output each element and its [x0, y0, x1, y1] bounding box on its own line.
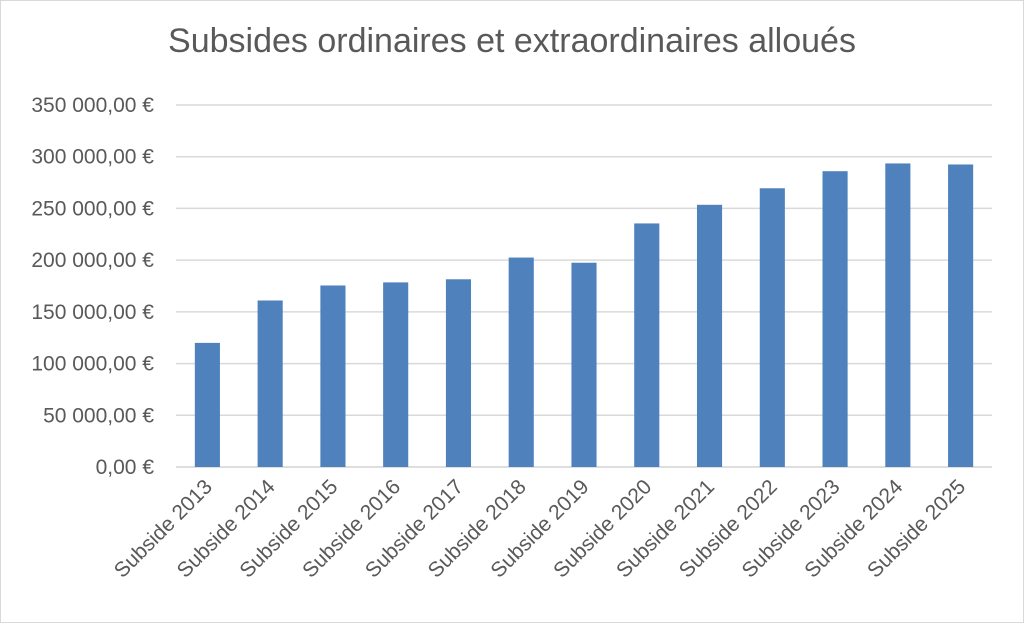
y-tick-label: 200 000,00 €: [31, 249, 154, 272]
bar: [885, 163, 911, 468]
bar: [571, 262, 597, 467]
y-tick-label: 50 000,00 €: [43, 404, 154, 427]
bar: [257, 300, 283, 467]
y-tick-label: 0,00 €: [96, 456, 155, 479]
bar: [696, 204, 723, 467]
bars: [194, 163, 974, 468]
bar: [445, 279, 472, 467]
chart-title: Subsides ordinaires et extraordinaires a…: [168, 22, 856, 60]
bar: [634, 223, 660, 467]
bar: [383, 282, 409, 467]
bar: [194, 342, 220, 467]
y-tick-label: 150 000,00 €: [31, 301, 154, 324]
bar: [320, 285, 346, 467]
bar: [948, 164, 974, 467]
y-axis-ticks: 0,00 € 50 000,00 € 100 000,00 € 150 000,00 …: [31, 94, 154, 479]
bar: [508, 257, 534, 467]
y-tick-label: 350 000,00 €: [31, 94, 154, 117]
y-tick-label: 100 000,00 €: [31, 353, 154, 376]
bar: [759, 188, 785, 467]
bar: [822, 171, 848, 468]
y-tick-label: 300 000,00 €: [31, 146, 154, 169]
y-tick-label: 250 000,00 €: [31, 197, 154, 220]
